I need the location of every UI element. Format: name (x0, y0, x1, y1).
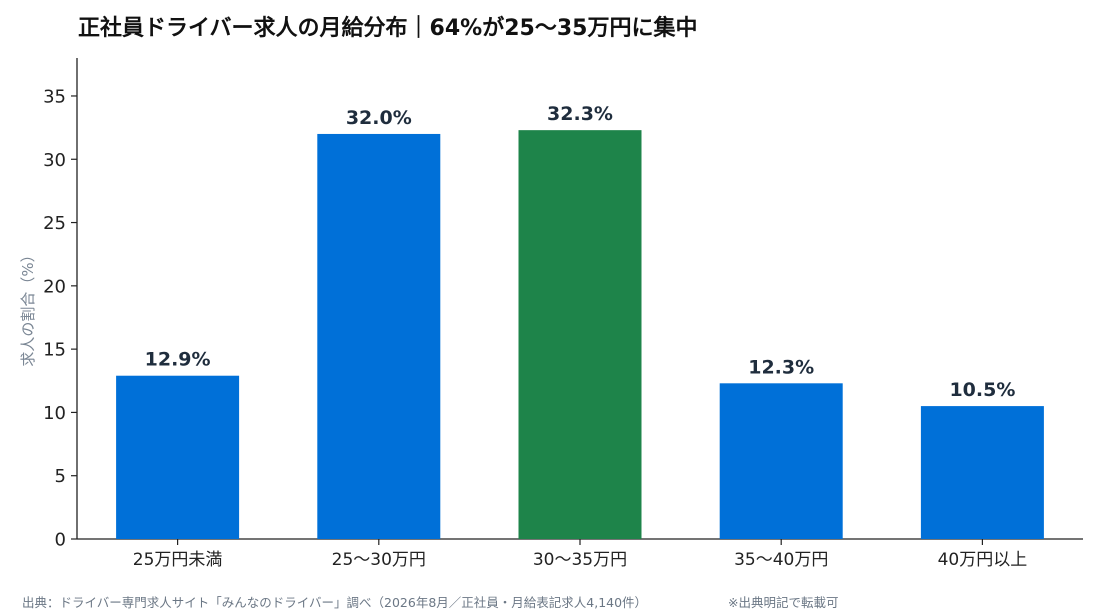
bar (518, 130, 642, 539)
bar (317, 133, 441, 539)
bar (719, 383, 843, 539)
x-tick-label: 40万円以上 (938, 550, 1028, 570)
bars-group (116, 130, 1044, 539)
y-tick-label: 25 (43, 213, 66, 234)
x-tick-label: 25〜30万円 (332, 550, 426, 570)
y-tick-label: 0 (55, 530, 66, 551)
data-labels-group: 12.9% 32.0% 32.3% 12.3% 10.5% (145, 103, 1016, 401)
x-tick-label: 35〜40万円 (734, 550, 828, 570)
y-tick-label: 10 (43, 403, 66, 424)
y-tick-label: 35 (43, 86, 66, 107)
bar (920, 406, 1044, 539)
y-tick-label: 30 (43, 150, 66, 171)
chart-title: 正社員ドライバー求人の月給分布｜64%が25〜35万円に集中 (78, 15, 697, 41)
source-note: 出典：ドライバー専門求人サイト「みんなのドライバー」調べ（2026年8月／正社員… (22, 595, 647, 610)
x-axis: 25万円未満 25〜30万円 30〜35万円 35〜40万円 40万円以上 (77, 538, 1083, 570)
y-tick-label: 15 (43, 340, 66, 361)
bar (116, 375, 240, 539)
x-tick-label: 25万円未満 (133, 550, 223, 570)
y-axis-label: 求人の割合（%） (19, 247, 37, 366)
data-label: 12.9% (145, 349, 211, 371)
y-tick-label: 20 (43, 276, 66, 297)
data-label: 12.3% (748, 356, 814, 378)
reprint-note: ※出典明記で転載可 (728, 595, 838, 610)
data-label: 32.3% (547, 103, 613, 125)
data-label: 32.0% (346, 107, 412, 129)
y-axis: 0 5 10 15 20 25 30 35 (43, 58, 78, 551)
y-tick-label: 5 (55, 466, 66, 487)
data-label: 10.5% (949, 379, 1015, 401)
x-tick-label: 30〜35万円 (533, 550, 627, 570)
